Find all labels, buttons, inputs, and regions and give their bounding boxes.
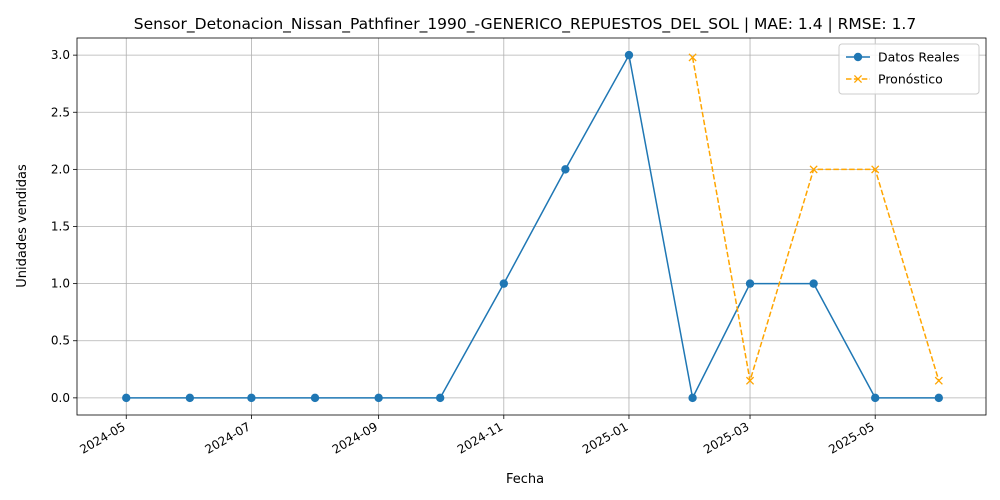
legend-box (838, 43, 980, 95)
x-tick-label: 2024-07 (202, 419, 252, 456)
x-tick-label: 2024-09 (330, 419, 380, 456)
data-point (688, 53, 697, 62)
plot-area (122, 50, 944, 403)
x-tick-label: 2025-03 (701, 419, 751, 456)
data-point (185, 393, 195, 403)
y-tick-label: 1.5 (51, 220, 70, 234)
y-tick-label: 2.5 (51, 105, 70, 119)
data-point (870, 393, 880, 403)
data-point (122, 393, 131, 403)
legend: Datos Reales Pronóstico (838, 43, 980, 95)
data-point (809, 279, 818, 288)
data-point (688, 393, 697, 403)
x-axis: 2024-05 2024-07 2024-09 2024-11 2025-01 2025-… (77, 415, 877, 457)
y-tick-label: 0.5 (51, 334, 70, 348)
y-tick-label: 0.0 (51, 391, 70, 405)
x-tick-label: 2024-05 (77, 419, 127, 456)
x-tick-label: 2025-05 (826, 419, 876, 456)
data-point (374, 393, 383, 403)
data-point (310, 393, 320, 403)
grid (77, 38, 986, 415)
y-tick-label: 3.0 (51, 48, 70, 62)
legend-label: Pronóstico (878, 72, 943, 87)
data-point (247, 393, 256, 403)
data-point (745, 376, 755, 385)
y-axis: 0.0 0.5 1.0 1.5 2.0 2.5 3.0 (51, 48, 77, 405)
data-point (624, 50, 634, 60)
x-tick-label: 2024-11 (455, 419, 505, 456)
y-tick-label: 1.0 (51, 277, 70, 291)
data-point (809, 165, 818, 174)
series-line-pron-stico (691, 57, 940, 381)
data-point (745, 279, 755, 288)
data-point (934, 393, 944, 403)
legend-entry: Datos Reales (846, 50, 959, 65)
data-point (934, 376, 943, 385)
chart-title: Sensor_Detonacion_Nissan_Pathfiner_1990_… (134, 15, 916, 34)
x-axis-label: Fecha (506, 472, 544, 487)
y-tick-label: 2.0 (51, 162, 70, 176)
data-point (499, 279, 508, 288)
data-point (871, 165, 880, 174)
legend-label: Datos Reales (878, 50, 959, 65)
y-axis-label: Unidades vendidas (15, 164, 30, 288)
series-line-datos-reales (126, 52, 939, 401)
data-point (435, 393, 445, 403)
legend-marker (853, 74, 863, 84)
data-point (561, 165, 570, 174)
x-tick-label: 2025-01 (580, 419, 630, 456)
legend-marker (853, 52, 863, 62)
legend-entry: Pronóstico (846, 72, 943, 87)
